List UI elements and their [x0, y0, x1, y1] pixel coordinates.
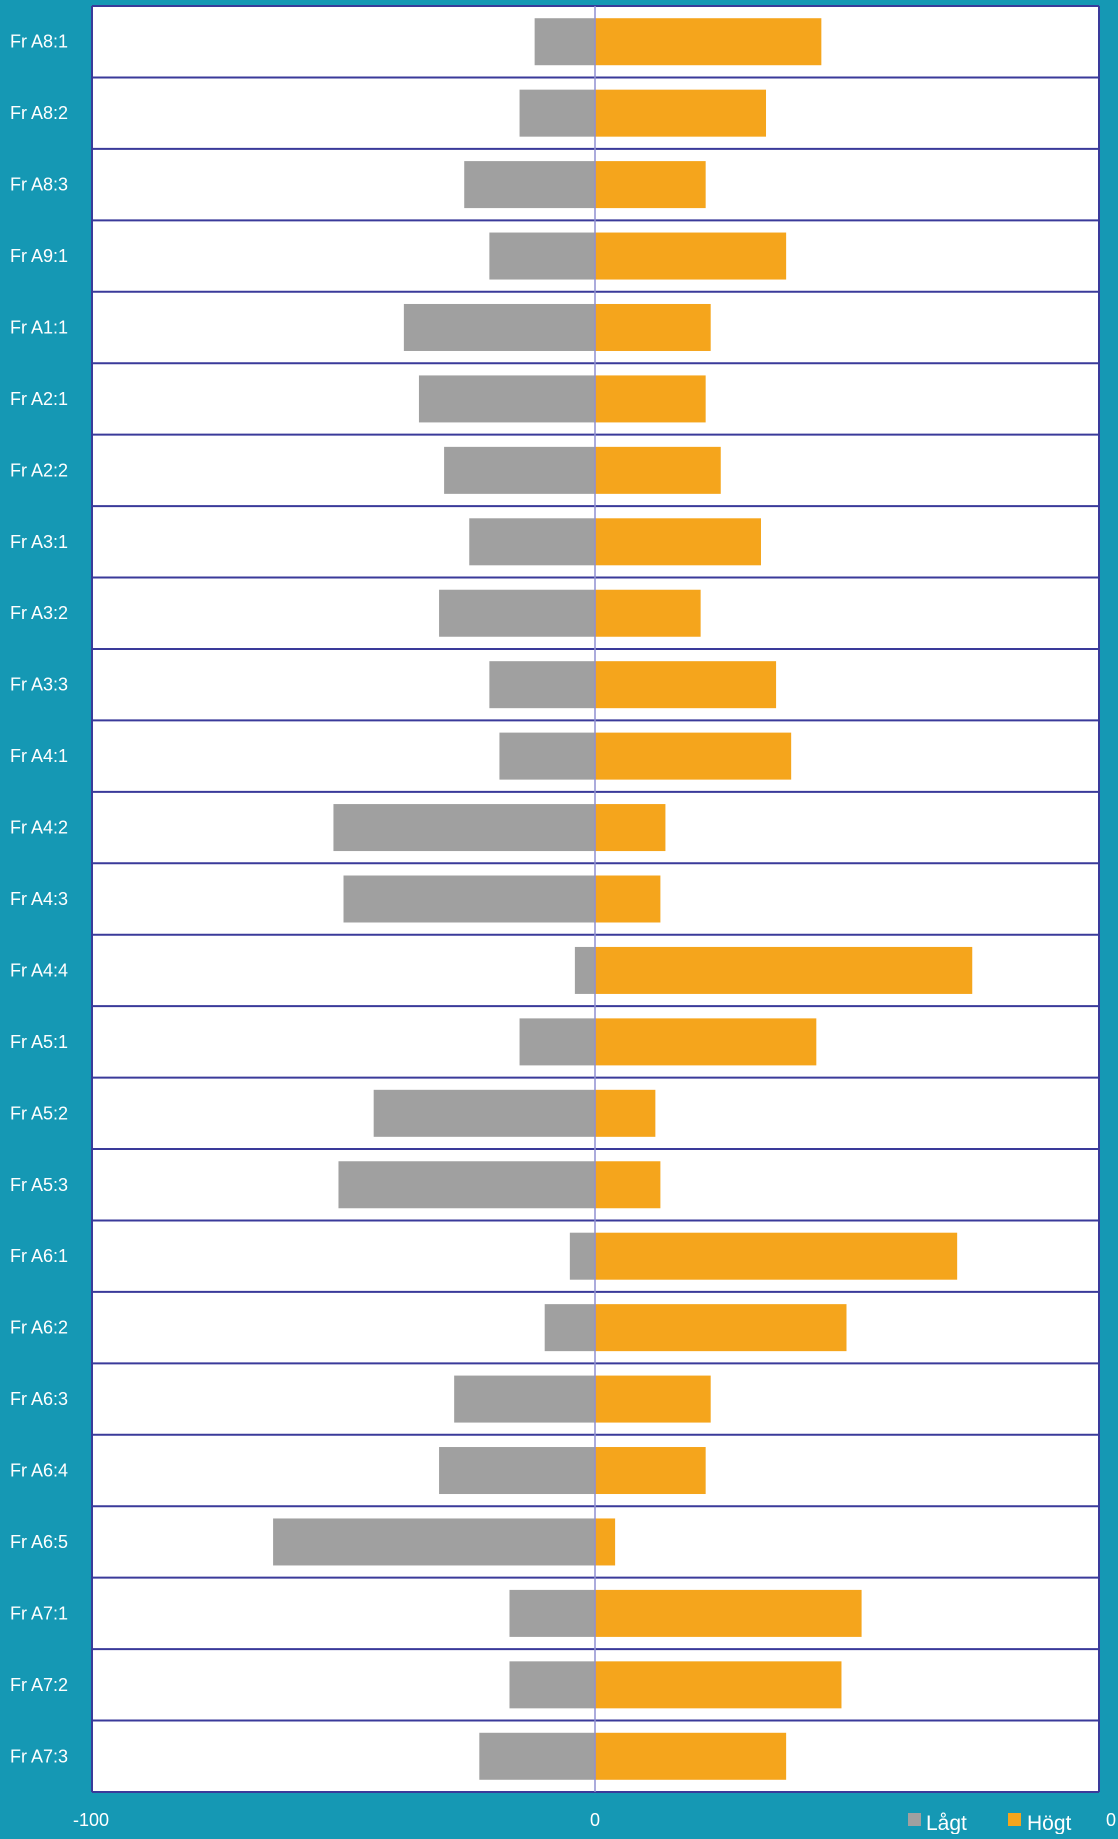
bar-lagt: [418, 375, 595, 423]
category-label: Fr A4:1: [10, 746, 68, 766]
x-tick-label: 0: [1106, 1810, 1116, 1830]
category-label: Fr A3:1: [10, 532, 68, 552]
bar-hogt: [595, 1732, 787, 1780]
bar-lagt: [464, 161, 595, 209]
bar-lagt: [489, 661, 595, 709]
category-label: Fr A6:3: [10, 1389, 68, 1409]
legend: Lågt Högt: [908, 1812, 1072, 1835]
category-label: Fr A9:1: [10, 246, 68, 266]
bar-hogt: [595, 161, 706, 209]
bar-hogt: [595, 232, 787, 280]
category-label: Fr A8:2: [10, 103, 68, 123]
bar-lagt: [403, 303, 595, 351]
category-label: Fr A1:1: [10, 317, 68, 337]
bar-hogt: [595, 1304, 847, 1352]
category-label: Fr A6:1: [10, 1246, 68, 1266]
legend-label: Högt: [1027, 1812, 1072, 1834]
bar-lagt: [373, 1089, 595, 1137]
bar-lagt: [569, 1232, 595, 1280]
bar-lagt: [499, 732, 595, 780]
bar-hogt: [595, 804, 666, 852]
bar-lagt: [534, 18, 595, 66]
bar-hogt: [595, 446, 721, 494]
bar-lagt: [444, 446, 595, 494]
category-label: Fr A4:4: [10, 960, 68, 980]
bar-lagt: [509, 1661, 595, 1709]
bar-hogt: [595, 1089, 656, 1137]
bar-lagt: [333, 804, 595, 852]
bar-lagt: [544, 1304, 595, 1352]
bar-hogt: [595, 1661, 842, 1709]
legend-swatch: [1008, 1813, 1021, 1826]
bar-lagt: [454, 1375, 595, 1423]
category-label: Fr A2:2: [10, 460, 68, 480]
bar-lagt: [469, 518, 595, 566]
legend-swatch: [908, 1813, 921, 1826]
bar-lagt: [574, 946, 595, 994]
bar-lagt: [338, 1161, 595, 1209]
bar-hogt: [595, 946, 973, 994]
category-label: Fr A5:3: [10, 1175, 68, 1195]
bar-hogt: [595, 1232, 958, 1280]
bar-hogt: [595, 375, 706, 423]
category-label: Fr A7:2: [10, 1675, 68, 1695]
category-label: Fr A5:2: [10, 1103, 68, 1123]
category-label: Fr A6:2: [10, 1318, 68, 1338]
category-label: Fr A4:3: [10, 889, 68, 909]
bar-lagt: [439, 589, 595, 637]
bar-hogt: [595, 1018, 817, 1066]
x-tick-label: 0: [590, 1810, 600, 1830]
x-tick-label: -100: [73, 1810, 109, 1830]
bar-hogt: [595, 518, 761, 566]
bar-hogt: [595, 661, 777, 709]
bars: [273, 18, 973, 1780]
bar-lagt: [343, 875, 595, 923]
category-label: Fr A8:1: [10, 32, 68, 52]
bar-hogt: [595, 1447, 706, 1495]
category-labels: Fr A8:1 Fr A8:2 Fr A8:3 Fr A9:1 Fr A1:1 Fr A2…: [10, 32, 68, 1767]
bar-hogt: [595, 875, 661, 923]
category-label: Fr A6:4: [10, 1461, 68, 1481]
x-tick-labels: -100 0 0: [73, 1810, 1116, 1830]
category-label: Fr A3:2: [10, 603, 68, 623]
bar-hogt: [595, 1589, 862, 1637]
bar-lagt: [509, 1589, 595, 1637]
legend-label: Lågt: [926, 1812, 967, 1834]
bar-hogt: [595, 732, 792, 780]
category-label: Fr A6:5: [10, 1532, 68, 1552]
category-label: Fr A7:1: [10, 1603, 68, 1623]
bar-lagt: [479, 1732, 595, 1780]
bar-lagt: [519, 89, 595, 137]
bar-lagt: [519, 1018, 595, 1066]
bar-lagt: [489, 232, 595, 280]
category-label: Fr A3:3: [10, 675, 68, 695]
category-label: Fr A7:3: [10, 1746, 68, 1766]
bar-lagt: [273, 1518, 595, 1566]
bar-hogt: [595, 1375, 711, 1423]
bar-hogt: [595, 89, 767, 137]
bar-lagt: [439, 1447, 595, 1495]
bar-hogt: [595, 1518, 616, 1566]
bar-hogt: [595, 589, 701, 637]
category-label: Fr A4:2: [10, 818, 68, 838]
category-label: Fr A8:3: [10, 175, 68, 195]
category-label: Fr A5:1: [10, 1032, 68, 1052]
bar-hogt: [595, 18, 822, 66]
bar-hogt: [595, 303, 711, 351]
bar-hogt: [595, 1161, 661, 1209]
category-label: Fr A2:1: [10, 389, 68, 409]
